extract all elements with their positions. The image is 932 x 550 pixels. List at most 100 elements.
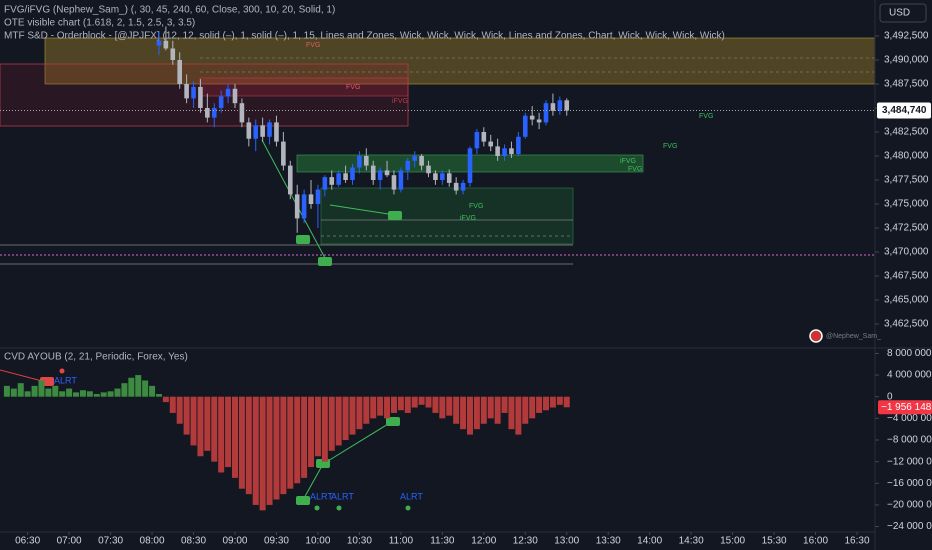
currency-box[interactable] [879, 3, 927, 23]
bar [501, 396, 508, 413]
fvg-label: iFVG [460, 215, 476, 222]
y-tick-label: 3,475,000 [884, 199, 929, 210]
signal-dot [59, 368, 65, 374]
signal-dot [405, 505, 411, 511]
currency[interactable]: USD [889, 8, 910, 19]
candle-body [502, 148, 507, 156]
candle-body [232, 88, 238, 104]
candle-body [467, 148, 473, 183]
bar [38, 380, 45, 397]
bar [543, 396, 550, 411]
watermark: @Nephew_Sam_ [826, 333, 881, 340]
candle-body [274, 122, 279, 142]
y-tick-label: 3,467,500 [884, 271, 929, 282]
candle-body [405, 160, 411, 171]
bar [183, 396, 190, 435]
fvg-zone [0, 63, 409, 127]
candle-body [343, 173, 348, 180]
candle-body [260, 125, 265, 137]
candle-body [329, 177, 335, 185]
x-tick-label: 08:30 [181, 536, 206, 547]
x-tick-label: 08:00 [140, 536, 165, 547]
bar [266, 396, 273, 505]
bar [17, 383, 24, 397]
bar [342, 396, 349, 440]
y-tick-label: 3,490,000 [884, 55, 929, 66]
bar [370, 396, 377, 419]
candle-body [391, 175, 397, 190]
bar [515, 396, 522, 435]
candle-body [460, 182, 466, 191]
bar [563, 396, 570, 408]
bar [204, 396, 211, 451]
y-tick-label: 3,487,500 [884, 79, 929, 90]
bar [301, 396, 308, 478]
bar [494, 396, 501, 424]
y-tick-label: 3,482,500 [884, 127, 929, 138]
bar [10, 388, 17, 397]
candle-body [239, 103, 245, 123]
y-tick-label: −24 000 000 [887, 521, 932, 532]
bar [390, 396, 397, 413]
y-tick-label: 3,470,000 [884, 247, 929, 258]
bar [349, 396, 356, 435]
bar [24, 391, 31, 397]
fvg-zone [199, 77, 409, 97]
bar [73, 392, 80, 397]
candle-body [267, 122, 272, 137]
bar [377, 396, 384, 416]
y-tick-label: −8 000 000 [887, 435, 932, 446]
bar [79, 390, 86, 397]
bar [252, 396, 259, 505]
trend-line [302, 463, 324, 501]
candle-body [536, 119, 542, 123]
candle-body [543, 103, 549, 123]
candle-body [357, 156, 362, 168]
bar [86, 391, 93, 397]
candle-body [198, 86, 203, 108]
watermark-icon [809, 329, 823, 343]
candle-body [564, 100, 570, 111]
x-tick-label: 07:00 [57, 536, 82, 547]
bar [3, 385, 10, 397]
y-tick-label: −12 000 000 [887, 456, 932, 467]
bar [321, 396, 328, 462]
indicator-legend: MTF S&D - Orderblock - [@JPJFX] (12, 12,… [4, 31, 725, 42]
trend-line [322, 420, 394, 465]
candle-body [433, 173, 438, 180]
x-tick-label: 16:30 [845, 536, 870, 547]
candle-body [211, 108, 217, 118]
alert-label: ALRT [310, 491, 333, 501]
x-tick-label: 14:30 [679, 536, 704, 547]
bar [211, 396, 218, 462]
bar [100, 392, 107, 397]
last-price-box [877, 102, 931, 119]
alert-label: ALRT [331, 491, 354, 501]
bar [238, 396, 245, 489]
candle-body [440, 173, 445, 180]
x-tick-label: 11:00 [389, 536, 414, 547]
candle-body [557, 100, 563, 111]
fvg-label: FVG [699, 113, 713, 120]
signal-badge [296, 235, 310, 244]
bar [66, 388, 73, 397]
bar [425, 396, 432, 408]
candle-body [481, 132, 487, 142]
candle-body [163, 40, 169, 49]
bar [384, 396, 391, 419]
candle-body [370, 165, 376, 180]
bar [218, 396, 225, 473]
bar [197, 396, 204, 457]
bar [259, 396, 266, 511]
candle-body [509, 148, 514, 155]
bar [273, 396, 280, 500]
bar [549, 396, 556, 408]
bar [225, 396, 232, 468]
candle-body [364, 156, 369, 166]
last-value-box [878, 400, 932, 415]
x-tick-label: 16:00 [803, 536, 828, 547]
fvg-label: iFVG [620, 158, 636, 165]
bar [52, 385, 59, 397]
bar [473, 396, 480, 430]
x-tick-label: 13:00 [554, 536, 579, 547]
